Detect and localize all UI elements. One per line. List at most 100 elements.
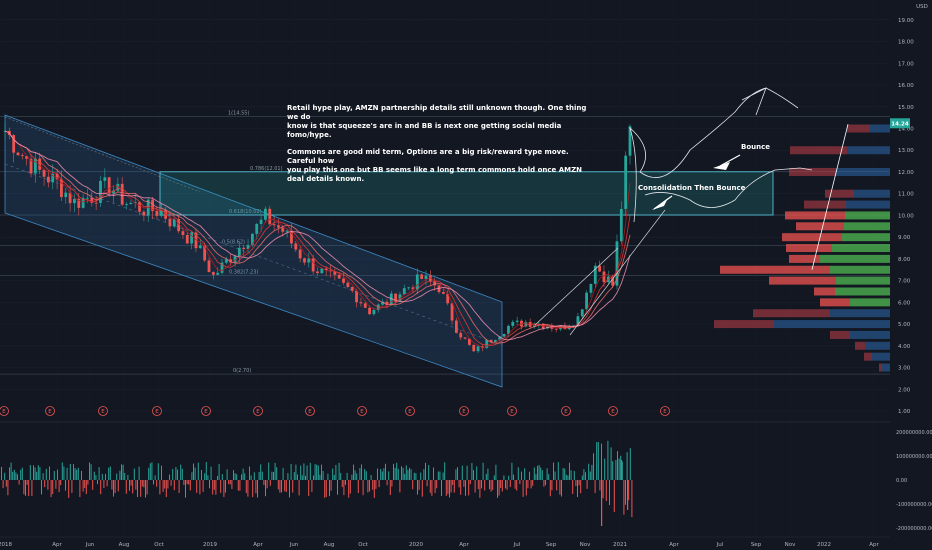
earnings-marker — [0, 406, 9, 416]
volume-bar — [375, 480, 377, 489]
volume-bar — [279, 480, 281, 493]
volume-bar — [69, 464, 71, 480]
volume-bar — [340, 473, 342, 480]
volume-bar — [627, 480, 629, 510]
volume-bar — [305, 475, 306, 480]
volume-bar — [31, 480, 33, 496]
volume-bar — [626, 452, 628, 480]
volume-bar — [209, 480, 210, 489]
volume-bar — [33, 465, 34, 480]
candle-body — [463, 337, 467, 339]
profile-bar-sell — [789, 254, 820, 263]
volume-bar — [178, 480, 180, 494]
volume-bar — [9, 467, 10, 480]
volume-bar — [546, 468, 548, 480]
volume-bar — [453, 480, 455, 493]
volume-bar — [601, 480, 603, 526]
volume-bar — [290, 463, 292, 480]
earnings-marker — [660, 406, 670, 416]
volume-bar — [26, 480, 28, 485]
volume-bar — [553, 462, 554, 480]
volume-bar — [335, 464, 337, 480]
candle-body — [337, 274, 341, 279]
volume-bar — [250, 475, 252, 480]
volume-bar — [114, 480, 116, 494]
volume-bar — [524, 468, 526, 480]
volume-bar — [297, 474, 298, 480]
volume-tick-label: 100000000.00 — [896, 454, 932, 460]
volume-bar — [380, 468, 382, 480]
moving-average-line — [4, 130, 631, 348]
time-axis: 2018 Apr Jun Aug Oct 2019 Apr Jun Aug Oct 2020 Apr J… — [0, 536, 890, 548]
volume-bar — [575, 480, 577, 487]
volume-bar — [495, 464, 497, 480]
volume-bar — [231, 480, 233, 490]
volume-bar — [412, 480, 414, 490]
volume-bar — [463, 480, 465, 487]
volume-bar — [141, 480, 143, 487]
candle-body — [389, 293, 393, 306]
volume-bar — [317, 465, 319, 480]
volume-bar — [145, 480, 146, 498]
profile-bar-buy — [830, 309, 890, 318]
volume-bar — [572, 480, 574, 494]
profile-bar-buy — [850, 298, 890, 307]
volume-bar — [39, 467, 41, 480]
volume-bar — [277, 480, 279, 490]
volume-bar — [367, 480, 369, 493]
volume-bar — [474, 480, 476, 493]
volume-bar — [551, 480, 553, 491]
volume-bar — [468, 480, 470, 496]
volume-bar — [143, 480, 145, 488]
volume-bar — [204, 473, 206, 480]
candle-body — [107, 177, 111, 194]
volume-bar — [503, 475, 505, 480]
volume-bar — [415, 473, 417, 480]
volume-bar — [74, 468, 76, 480]
volume-bar — [330, 480, 332, 491]
volume-bar — [391, 480, 393, 487]
candle-body — [589, 283, 593, 293]
volume-bar — [449, 480, 450, 498]
candle-body — [116, 183, 120, 191]
profile-bar-buy — [842, 233, 890, 242]
earnings-marker — [561, 406, 571, 416]
drawings — [534, 87, 813, 336]
volume-bar — [441, 480, 442, 497]
volume-bar — [461, 465, 463, 480]
earnings-marker — [357, 406, 367, 416]
volume-bar — [281, 480, 282, 493]
volume-bar — [452, 480, 454, 485]
candle-body — [220, 262, 224, 273]
price-tick-label: 1.00 — [898, 409, 911, 415]
volume-bar — [460, 480, 462, 495]
volume-bar — [567, 475, 569, 480]
bounce-arrow-shaft — [719, 154, 741, 167]
profile-bar-sell — [720, 265, 830, 274]
profile-bar-buy — [847, 146, 890, 155]
consolidation-arrow-shaft — [653, 195, 673, 210]
price-tick-label: 5.00 — [898, 322, 911, 328]
profile-bar-buy — [846, 200, 890, 209]
volume-bar — [271, 471, 273, 480]
volume-bar — [437, 471, 439, 480]
candle-body — [502, 333, 506, 337]
volume-bar — [101, 473, 103, 480]
volume-bar — [159, 480, 161, 495]
volume-bar — [146, 480, 148, 495]
volume-bar — [71, 480, 73, 493]
volume-bar — [1, 466, 2, 480]
earnings-marker-label: E — [408, 409, 412, 415]
volume-bar — [93, 471, 95, 480]
candle-body — [112, 190, 115, 194]
volume-bar — [157, 463, 159, 480]
volume-bar — [580, 480, 582, 494]
volume-bar — [589, 471, 591, 480]
volume-bar — [188, 480, 190, 485]
volume-bar — [10, 462, 12, 480]
volume-bar — [205, 462, 207, 480]
candle-body — [190, 232, 194, 244]
candle-body — [585, 292, 588, 310]
volume-bar — [196, 480, 198, 493]
volume-bar — [489, 480, 490, 490]
